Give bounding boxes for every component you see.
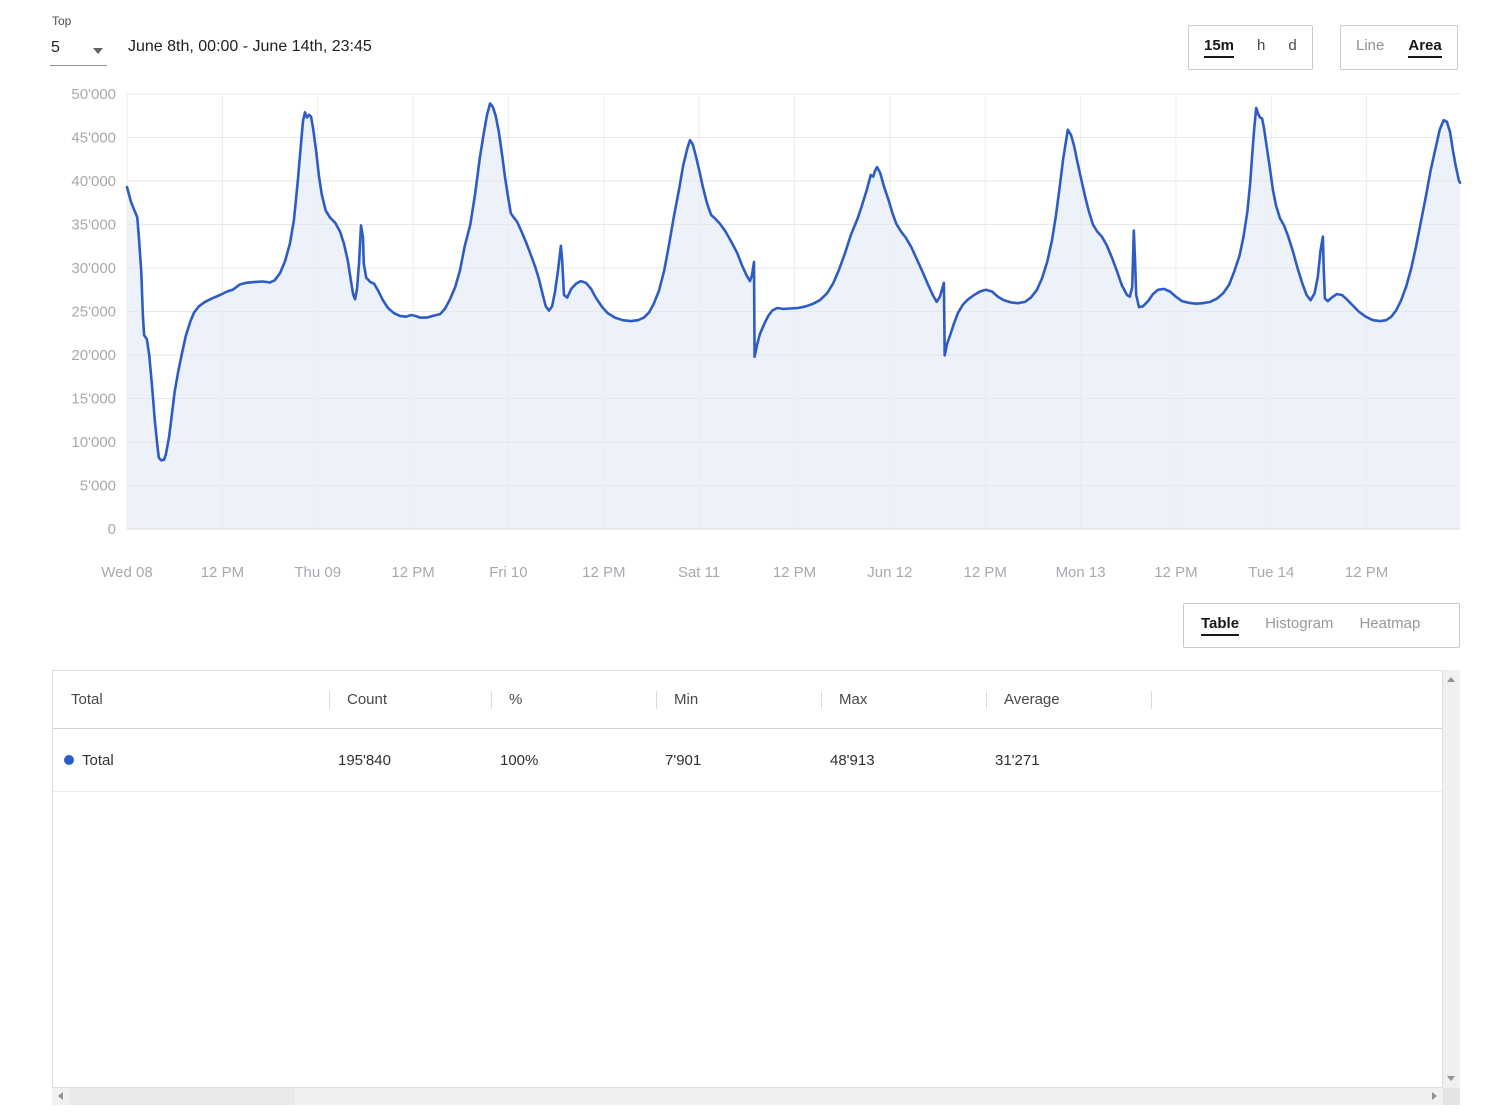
y-axis-label: 0 xyxy=(108,521,116,538)
cell-count: 195'840 xyxy=(329,729,491,791)
top-n-label: Top xyxy=(52,14,72,28)
column-header-Count: Count xyxy=(329,671,491,728)
horizontal-scrollbar[interactable] xyxy=(52,1088,1443,1105)
column-header-label: Count xyxy=(347,691,388,708)
top-n-value: 5 xyxy=(51,39,60,56)
x-axis-label: Thu 09 xyxy=(294,564,341,581)
horizontal-scrollbar-thumb[interactable] xyxy=(69,1088,295,1105)
column-header-%: % xyxy=(491,671,656,728)
series-label: Total xyxy=(82,751,114,769)
tab-heatmap[interactable]: Heatmap xyxy=(1359,614,1421,632)
cell-min: 7'901 xyxy=(656,729,821,791)
table-header-row: Total Count% Min Max Average xyxy=(53,671,1442,729)
cell-series: Total xyxy=(53,729,329,791)
column-header-spacer xyxy=(1151,671,1442,728)
series-cell: Total xyxy=(53,752,114,769)
cell-average: 31'271 xyxy=(986,729,1151,791)
chart-type-option-area[interactable]: Area xyxy=(1408,38,1442,58)
y-axis-label: 20'000 xyxy=(71,347,116,364)
y-axis-label: 25'000 xyxy=(71,304,116,321)
column-header-Max: Max xyxy=(821,671,986,728)
x-axis-label: 12 PM xyxy=(582,564,625,581)
area-fill xyxy=(127,103,1460,529)
scroll-right-icon[interactable] xyxy=(1432,1092,1437,1100)
interval-option-d[interactable]: d xyxy=(1288,36,1297,54)
tab-table[interactable]: Table xyxy=(1201,616,1240,636)
series-color-dot xyxy=(64,755,74,765)
interval-option-15m[interactable]: 15m xyxy=(1204,38,1235,58)
column-header-Total: Total xyxy=(53,671,329,728)
column-header-Min: Min xyxy=(656,671,821,728)
y-axis-label: 30'000 xyxy=(71,260,116,277)
scroll-left-icon[interactable] xyxy=(58,1092,63,1100)
y-axis-label: 10'000 xyxy=(71,434,116,451)
column-separator xyxy=(329,690,330,709)
interval-button-group: 15m h d xyxy=(1188,25,1313,70)
x-axis-label: 12 PM xyxy=(1345,564,1388,581)
x-axis-label: 12 PM xyxy=(1154,564,1197,581)
cell--: 100% xyxy=(491,729,656,791)
view-tab-group: Table Histogram Heatmap xyxy=(1183,603,1460,648)
table-row[interactable]: Total 195'840 100% 7'901 48'913 31'271 xyxy=(53,729,1442,792)
scroll-up-icon[interactable] xyxy=(1447,677,1455,682)
scroll-down-icon[interactable] xyxy=(1447,1076,1455,1081)
column-separator xyxy=(821,690,822,709)
column-separator xyxy=(656,690,657,709)
area-chart: Wed 08 12 PM Thu 09 12 PM Fri 10 12 PM Sat 11 1… xyxy=(71,86,1462,581)
column-header-label: % xyxy=(509,691,523,708)
scrollbar-corner xyxy=(1443,1088,1460,1105)
chart-type-button-group: Line Area xyxy=(1340,25,1458,70)
x-axis-label: 12 PM xyxy=(964,564,1007,581)
column-separator xyxy=(1151,690,1152,709)
column-header-label: Max xyxy=(839,691,868,708)
y-axis-label: 45'000 xyxy=(71,130,116,147)
y-axis-label: 40'000 xyxy=(71,173,116,190)
column-separator xyxy=(986,690,987,709)
series-line xyxy=(125,102,1462,462)
cell-max: 48'913 xyxy=(821,729,986,791)
column-header-label: Average xyxy=(1004,691,1060,708)
vertical-scrollbar[interactable] xyxy=(1443,670,1460,1088)
caret-down-icon xyxy=(93,48,103,54)
column-header-label: Total xyxy=(71,691,103,708)
chart-type-option-line[interactable]: Line xyxy=(1356,36,1385,54)
y-axis-label: 50'000 xyxy=(71,86,116,103)
x-axis-label: Jun 12 xyxy=(867,564,912,581)
tab-histogram[interactable]: Histogram xyxy=(1265,614,1334,632)
column-header-label: Min xyxy=(674,691,699,708)
x-axis-label: 12 PM xyxy=(391,564,434,581)
cell-value: 195'840 xyxy=(338,751,391,769)
date-range-label: June 8th, 00:00 - June 14th, 23:45 xyxy=(128,38,372,55)
top-n-select[interactable]: 5 xyxy=(50,36,107,66)
cell-value: 48'913 xyxy=(830,751,875,769)
x-axis-label: 12 PM xyxy=(773,564,816,581)
summary-table: Total Count% Min Max Average Total 195'840 100… xyxy=(52,670,1443,1088)
cell-value: 31'271 xyxy=(995,751,1040,769)
y-axis-label: 15'000 xyxy=(71,391,116,408)
x-axis-label: Tue 14 xyxy=(1248,564,1294,581)
y-axis-label: 35'000 xyxy=(71,217,116,234)
y-axis-label: 5'000 xyxy=(80,478,116,495)
cell-value: 7'901 xyxy=(665,751,702,769)
column-header-Average: Average xyxy=(986,671,1151,728)
interval-option-h[interactable]: h xyxy=(1257,36,1266,54)
x-axis-label: Mon 13 xyxy=(1056,564,1106,581)
column-separator xyxy=(491,690,492,709)
x-axis-label: Wed 08 xyxy=(101,564,152,581)
cell-value: 100% xyxy=(500,751,539,769)
x-axis-label: 12 PM xyxy=(201,564,244,581)
x-axis-label: Fri 10 xyxy=(489,564,527,581)
x-axis-label: Sat 11 xyxy=(678,564,720,581)
